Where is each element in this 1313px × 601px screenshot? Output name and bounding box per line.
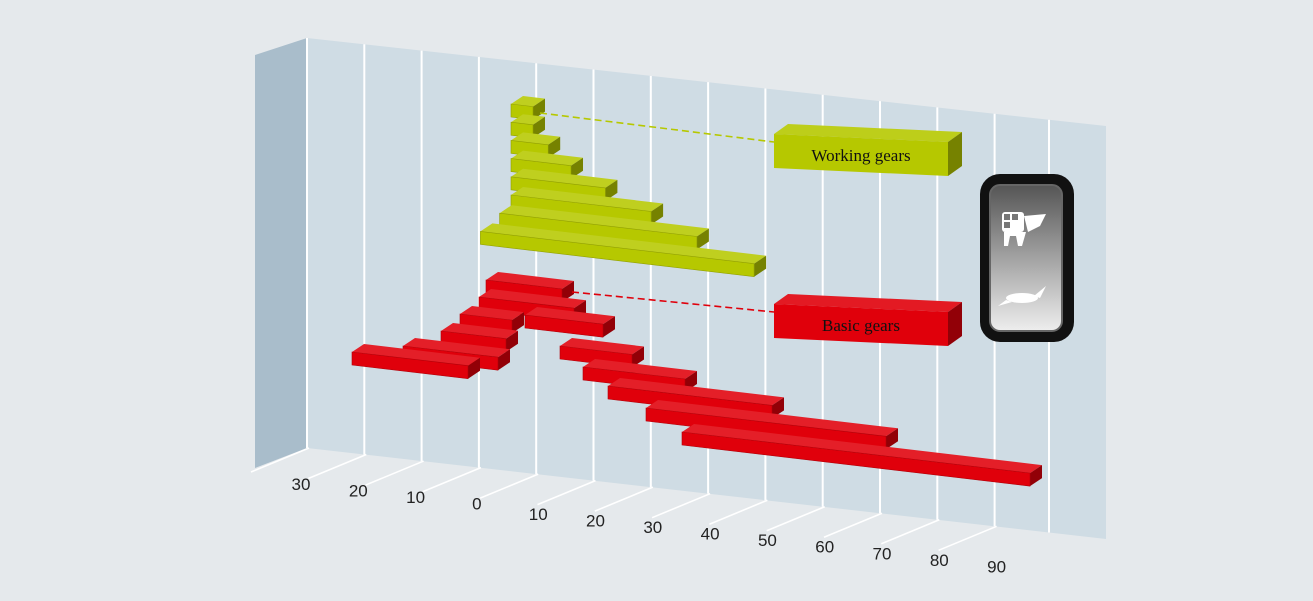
bar-top-face: [646, 400, 898, 437]
tick-label: 10: [529, 505, 548, 524]
tick-line: [651, 492, 711, 519]
legend-box-front: [774, 134, 948, 176]
tick-line: [766, 505, 826, 532]
legend-label: Basic gears: [822, 316, 900, 335]
tick-label: 80: [930, 551, 949, 570]
tick-line: [365, 460, 424, 486]
bar-front-face: [351, 351, 469, 380]
bar-end-face: [548, 136, 561, 158]
bar-end-face: [562, 281, 574, 302]
hare-icon: [998, 286, 1046, 306]
bar-end-face: [571, 157, 583, 179]
tick-line: [880, 519, 940, 545]
tick-label: 20: [586, 512, 605, 531]
tick-line: [422, 466, 482, 493]
basic-gears-bar-12: [681, 424, 1042, 487]
bar-top-face: [352, 344, 480, 366]
bar-end-face: [886, 428, 898, 450]
bar-top-face: [511, 150, 583, 166]
bar-top-face: [525, 307, 615, 325]
bar-end-face: [632, 346, 644, 368]
side-wall: [255, 38, 307, 468]
legend-basic-gears: Basic gears: [774, 294, 962, 346]
tick-label: 10: [406, 488, 425, 507]
bar-end-face: [605, 179, 618, 201]
legend-box-top: [774, 294, 962, 312]
chart-bars: [351, 96, 1042, 487]
tick-label: 30: [292, 475, 311, 494]
bar-end-face: [533, 116, 545, 138]
tick-label: 50: [758, 531, 777, 550]
legend-box-top: [774, 124, 962, 142]
tick-line: [537, 479, 596, 506]
tick-line: [479, 473, 539, 499]
bar-top-face: [511, 114, 545, 125]
bar-top-face: [608, 378, 784, 406]
x-axis-ticks: 30 20 10 0 10 20 30 40 50 60 70 80 90: [250, 447, 1006, 576]
bar-top-face: [560, 338, 644, 355]
tick-line: [709, 499, 768, 525]
bar-end-face: [696, 228, 709, 250]
gear-mode-switch-icon: [980, 174, 1074, 342]
bar-front-face: [681, 431, 1031, 487]
basic-gears-bar-7: [524, 307, 615, 338]
bar-end-face: [512, 312, 524, 334]
tick-line: [938, 525, 997, 552]
legend-box-front: [774, 304, 948, 346]
tick-line: [594, 486, 654, 512]
goat-icon: [1002, 212, 1046, 246]
bar-front-face: [524, 314, 604, 338]
bar-end-face: [468, 357, 480, 379]
bar-top-face: [682, 424, 1042, 474]
working-gears-bar-7: [499, 205, 709, 250]
bar-end-face: [651, 203, 664, 225]
tick-label: 70: [873, 544, 892, 563]
bar-top-face: [486, 272, 574, 289]
bar-top-face: [511, 187, 664, 212]
bar-end-face: [533, 98, 545, 120]
tick-label: 60: [815, 538, 834, 557]
bar-end-face: [506, 330, 518, 352]
bar-front-face: [480, 231, 755, 278]
bar-top-face: [460, 306, 524, 321]
tick-label: 90: [987, 557, 1006, 576]
working-gears-bar-8: [480, 223, 767, 278]
bar-top-face: [583, 359, 697, 379]
basic-gears-bar-4: [440, 323, 518, 353]
legend-box-side: [948, 132, 962, 176]
basic-gears-bar-6: [351, 344, 480, 380]
bar-end-face: [498, 349, 510, 371]
tick-label: 20: [349, 482, 368, 501]
bar-end-face: [772, 397, 784, 419]
bar-top-face: [479, 289, 586, 309]
bar-top-face: [441, 323, 518, 339]
legend-connectors: [539, 112, 775, 313]
tick-line: [250, 447, 310, 473]
legend-working-gears: Working gears: [774, 124, 962, 176]
switch-face: [989, 184, 1063, 332]
bar-top-face: [511, 168, 618, 188]
chart-legend: Working gears Basic gears: [774, 124, 962, 346]
legend-box-side: [948, 302, 962, 346]
legend-connector: [539, 112, 775, 143]
bar-top-face: [511, 96, 545, 107]
legend-label: Working gears: [811, 146, 910, 165]
bar-end-face: [754, 255, 767, 277]
bar-end-face: [1030, 465, 1042, 487]
tick-label: 0: [472, 495, 481, 514]
legend-connector: [571, 291, 775, 313]
tick-line: [823, 512, 883, 538]
tick-line: [307, 453, 367, 480]
tick-label: 30: [643, 518, 662, 537]
bar-top-face: [499, 205, 709, 237]
bar-top-face: [403, 338, 510, 358]
bar-end-face: [603, 316, 615, 338]
tick-label: 40: [701, 525, 720, 544]
bar-top-face: [480, 223, 767, 264]
